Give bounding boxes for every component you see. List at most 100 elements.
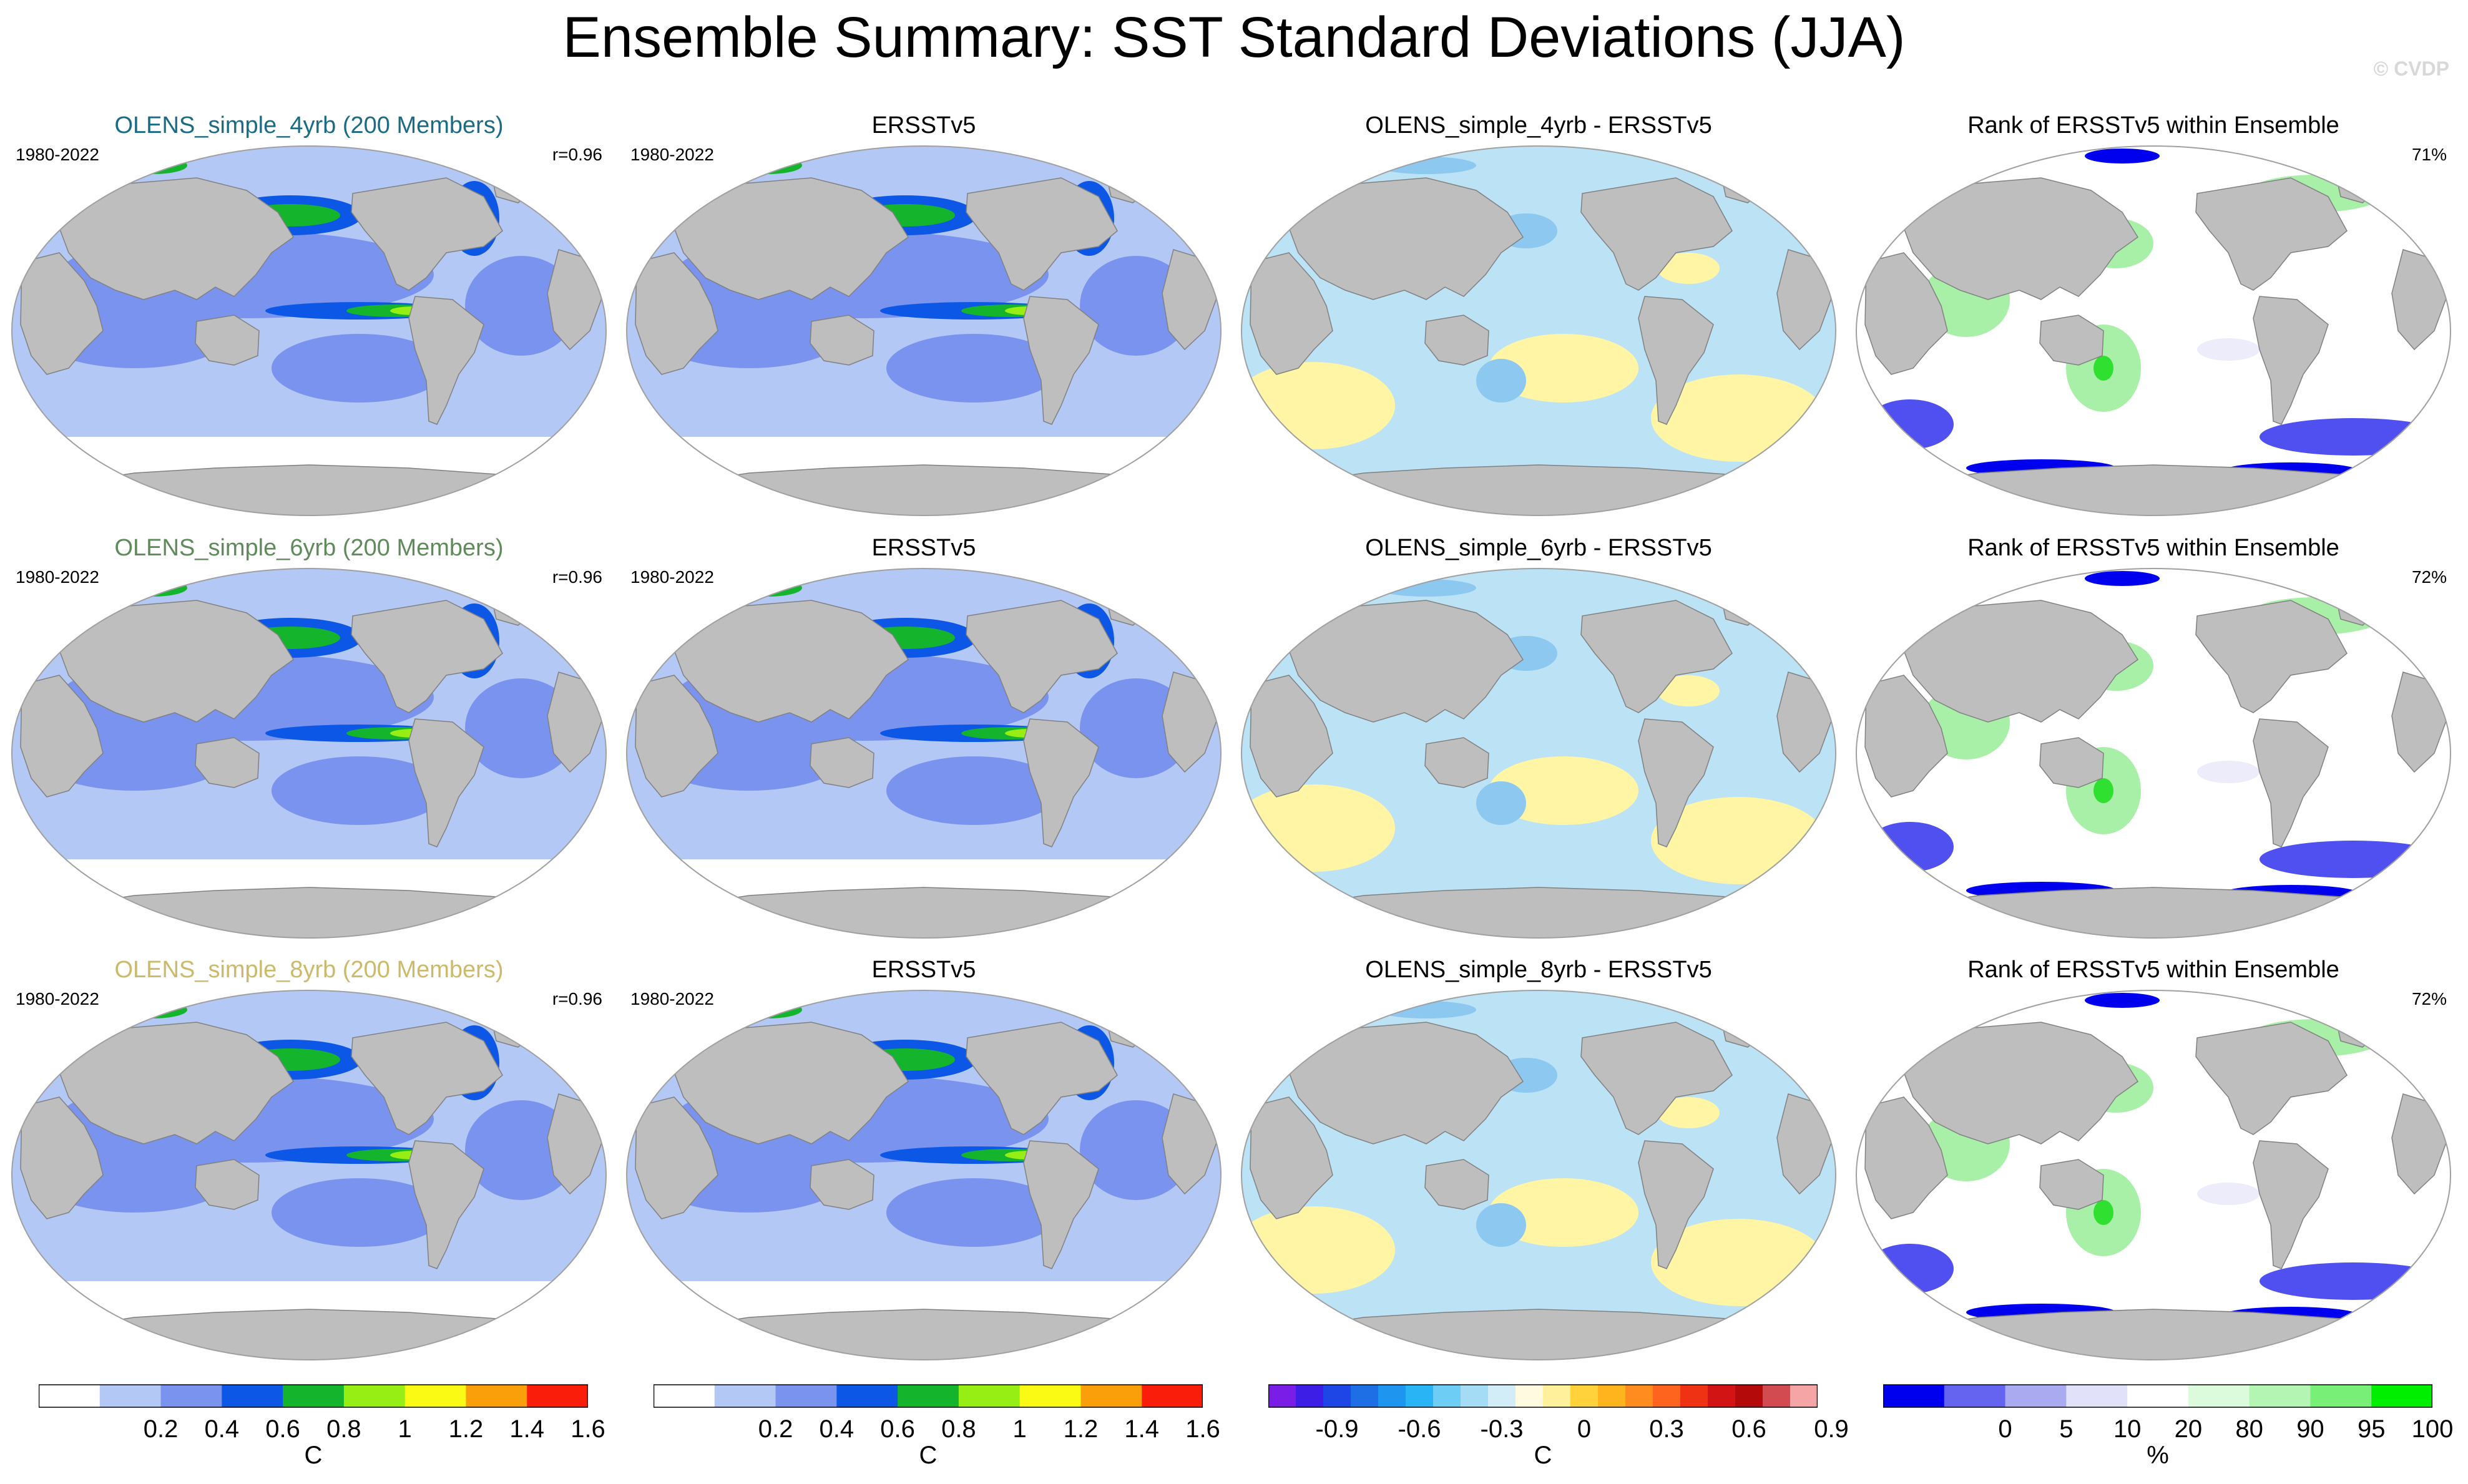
difference-map — [1241, 990, 1836, 1360]
colorbar-frame — [654, 1384, 1203, 1408]
colorbar-tick-label: 1.4 — [1124, 1415, 1160, 1443]
colorbar-tick-label: -0.9 — [1315, 1415, 1359, 1443]
panel-years: 1980-2022 — [16, 567, 99, 587]
australia-landmass — [810, 737, 874, 788]
diff-positive-region — [1241, 362, 1395, 449]
sd-mid-region — [272, 1178, 446, 1247]
panel-rank-percent: 72% — [2411, 567, 2447, 587]
colorbar-swatch — [1080, 1385, 1142, 1407]
diff-positive-region — [1657, 675, 1720, 706]
colorbar-swatch — [1461, 1385, 1489, 1407]
diff-positive-region — [1657, 1097, 1720, 1128]
north-america-landmass — [1580, 177, 1733, 291]
north-america-landmass — [2195, 600, 2348, 713]
asia-landmass — [673, 177, 909, 300]
diff-positive-region — [1489, 756, 1638, 825]
colorbar-tick-label: 0 — [1998, 1415, 2012, 1443]
colorbar-tick-label: 0.2 — [758, 1415, 793, 1443]
europe-africa-landmass — [1250, 1096, 1333, 1219]
colorbar-swatch — [1019, 1385, 1081, 1407]
south-america-landmass — [408, 718, 484, 847]
europe-africa-landmass — [1864, 1096, 1948, 1219]
europe-africa-landmass — [1250, 675, 1333, 798]
sd-mid-region — [272, 334, 446, 403]
panel-title: OLENS_simple_6yrb - ERSSTv5 — [1365, 535, 1712, 561]
panel-rank-row2: Rank of ERSSTv5 within Ensemble 72% — [1848, 535, 2459, 953]
north-america-landmass — [2195, 1022, 2348, 1135]
panel-model-row2: OLENS_simple_6yrb (200 Members) 1980-202… — [3, 535, 615, 953]
colorbar-swatches — [39, 1384, 588, 1408]
south-america-landmass — [2253, 1140, 2329, 1269]
colorbar-swatch — [775, 1385, 837, 1407]
panel-rank-percent: 72% — [2411, 989, 2447, 1008]
rank-low-region — [2260, 841, 2447, 878]
sd-mid-region — [465, 678, 577, 778]
sd-mid-region — [1080, 678, 1192, 778]
europe-africa-landmass — [1864, 675, 1948, 798]
rank-map — [1856, 990, 2451, 1360]
panel-model-row1: OLENS_simple_4yrb (200 Members) 1980-202… — [3, 112, 615, 530]
colorbar-swatch — [99, 1385, 162, 1407]
panel-correlation: r=0.96 — [552, 567, 602, 587]
panel-rank-row3: Rank of ERSSTv5 within Ensemble 72% — [1848, 957, 2459, 1375]
map-outline — [1856, 990, 2451, 1360]
colorbar-tick-label: 0.6 — [1731, 1415, 1766, 1443]
colorbar-swatch — [654, 1385, 715, 1407]
panel-correlation: r=0.96 — [552, 145, 602, 164]
colorbar-swatch — [1680, 1385, 1708, 1407]
colorbar-tick-label: 1.6 — [1185, 1415, 1220, 1443]
australia-landmass — [810, 1159, 874, 1210]
colorbar-unit: C — [304, 1442, 323, 1469]
rank-low-region — [1866, 822, 1954, 872]
rank-high-core — [2093, 1200, 2113, 1225]
colorbar-tick-label: 1 — [398, 1415, 412, 1443]
asia-landmass — [59, 1022, 295, 1145]
colorbar-frame — [39, 1384, 588, 1408]
colorbar-swatch — [1543, 1385, 1571, 1407]
australia-landmass — [2039, 315, 2104, 366]
colorbar-sd-model: 0.2 0.4 0.6 0.8 1 1.2 1.4 1.6 C — [39, 1384, 605, 1469]
rank-mid-low-region — [2197, 1183, 2260, 1205]
colorbar-rank: 0 5 10 20 80 90 95 100% — [1883, 1384, 2453, 1469]
colorbar-tick-label: 5 — [2059, 1415, 2074, 1443]
north-america-landmass — [351, 600, 503, 713]
panel-obs-row3: ERSSTv5 1980-2022 — [618, 957, 1230, 1375]
colorbar-tick-label: 0.9 — [1814, 1415, 1849, 1443]
asia-landmass — [1288, 600, 1524, 723]
sd-map — [11, 145, 607, 516]
colorbar-swatch — [2371, 1385, 2432, 1407]
map-outline — [626, 568, 1222, 939]
colorbar-tick-label: 0.8 — [326, 1415, 361, 1443]
rank-mid-low-region — [2197, 338, 2260, 361]
colorbar-swatch — [1763, 1385, 1791, 1407]
colorbar-swatch — [283, 1385, 345, 1407]
colorbar-swatch — [1516, 1385, 1544, 1407]
colorbar-unit: C — [1534, 1442, 1552, 1469]
north-america-landmass — [351, 177, 503, 291]
panel-title: ERSSTv5 — [871, 957, 976, 983]
colorbar-swatch — [39, 1385, 100, 1407]
panel-diff-row1: OLENS_simple_4yrb - ERSSTv5 — [1233, 112, 1844, 530]
colorbar-swatch — [1142, 1385, 1203, 1407]
north-america-landmass — [966, 1022, 1118, 1135]
europe-africa-landmass — [20, 252, 104, 375]
south-america-landmass — [1023, 718, 1099, 847]
colorbar-tick-label: 0.6 — [265, 1415, 300, 1443]
panel-title: ERSSTv5 — [871, 112, 976, 139]
asia-landmass — [59, 600, 295, 723]
colorbar-swatch — [466, 1385, 527, 1407]
europe-africa-landmass — [635, 1096, 718, 1219]
colorbar-swatch — [1406, 1385, 1434, 1407]
colorbar-tick-label: 0.4 — [204, 1415, 240, 1443]
colorbar-tick-label: 0.4 — [819, 1415, 854, 1443]
south-america-landmass — [1638, 1140, 1714, 1269]
europe-africa-landmass — [1250, 252, 1333, 375]
map-outline — [1856, 568, 2451, 939]
asia-landmass — [1903, 600, 2139, 723]
australia-landmass — [1424, 315, 1489, 366]
colorbar-diff: -0.9 -0.6 -0.3 0 0.3 0.6 0.9 C — [1268, 1384, 1849, 1469]
map-outline — [11, 145, 607, 516]
credit-watermark: © CVDP — [2373, 57, 2449, 80]
australia-landmass — [2039, 737, 2104, 788]
colorbar-swatch — [1944, 1385, 2006, 1407]
